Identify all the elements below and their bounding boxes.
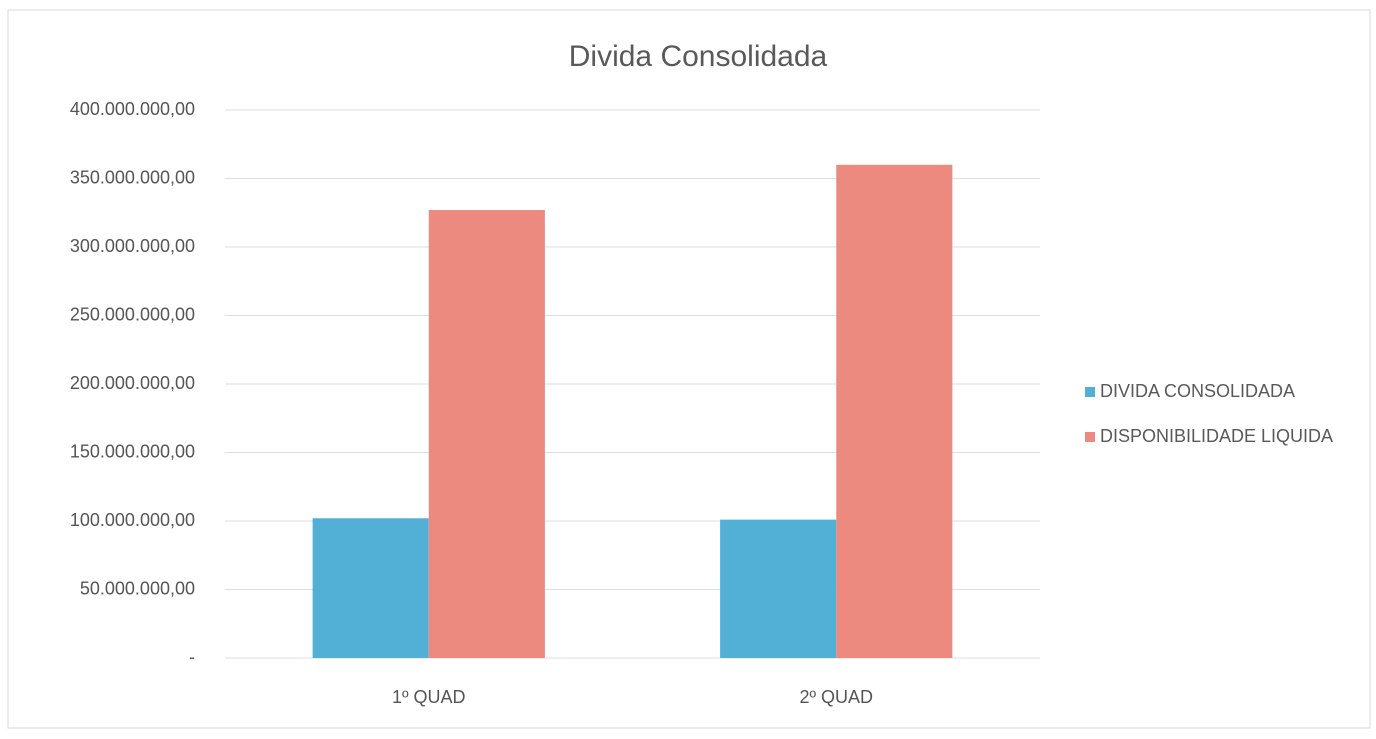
x-tick-label: 1º QUAD [392,687,466,707]
y-tick-label: 100.000.000,00 [70,510,195,530]
chart-title: Divida Consolidada [569,40,828,73]
y-tick-label: - [189,647,195,667]
y-tick-label: 200.000.000,00 [70,373,195,393]
y-tick-label: 50.000.000,00 [80,578,195,598]
y-tick-label: 150.000.000,00 [70,441,195,461]
y-tick-label: 350.000.000,00 [70,167,195,187]
y-tick-label: 300.000.000,00 [70,236,195,256]
legend-swatch [1085,387,1095,397]
bar [720,519,837,658]
legend-swatch [1085,432,1095,442]
bar [312,518,429,658]
bar [428,210,545,658]
x-tick-label: 2º QUAD [799,687,873,707]
chart-frame [7,9,1371,729]
legend-label: DIVIDA CONSOLIDADA [1100,381,1295,401]
bar [836,164,953,659]
legend-label: DISPONIBILIDADE LIQUIDA [1100,426,1333,446]
y-tick-label: 250.000.000,00 [70,304,195,324]
y-tick-label: 400.000.000,00 [70,99,195,119]
